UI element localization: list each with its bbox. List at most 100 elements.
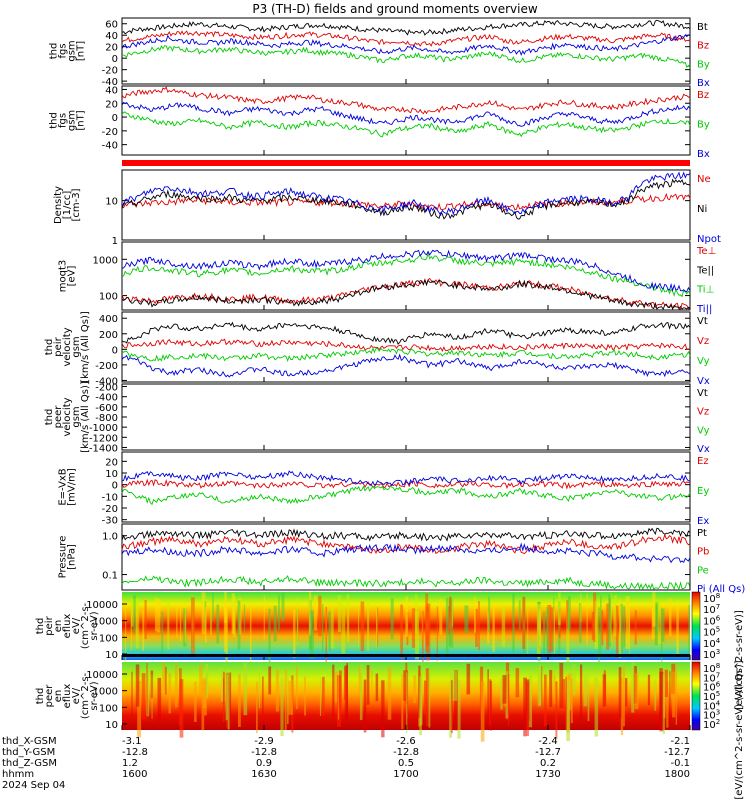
y-tick-label: 40 <box>105 85 118 96</box>
series-line-Ez <box>121 478 690 490</box>
spectrogram-streak <box>676 600 679 656</box>
spectrogram-streak <box>262 676 264 714</box>
legend-entry: By <box>697 120 710 131</box>
legend-entry: Bz <box>697 90 709 101</box>
spectrogram-streak <box>212 592 214 621</box>
spectrogram-streak <box>268 608 271 664</box>
spectrogram-streak <box>546 606 549 651</box>
y-tick-label: 10 <box>105 469 118 480</box>
x-annotation-value: 0.2 <box>540 758 556 769</box>
spectrogram-streak <box>562 678 566 709</box>
spectrogram-streak <box>424 680 427 715</box>
y-tick-label: 10 <box>105 650 118 661</box>
spectrogram-streak <box>631 662 635 713</box>
spectrogram-streak <box>553 611 555 656</box>
x-annotation-value: -2.9 <box>254 736 274 747</box>
x-axis-annotation: thd_X-GSM -3.1 -2.9 -2.6 -2.4 -2.1 thd_Y-GSM -1… <box>2 736 690 791</box>
spectrogram-streak <box>125 603 127 663</box>
spectrogram-streak <box>413 675 417 704</box>
spectrogram-streak <box>528 675 533 728</box>
series-line-Bz <box>121 30 691 47</box>
legend-entry: Vy <box>697 425 710 436</box>
y-tick-label: 20 <box>105 99 118 110</box>
spectrogram-streak <box>543 611 546 654</box>
colorbar-tick-label: 107 <box>703 603 720 616</box>
y-tick-label: 40 <box>105 31 118 42</box>
x-annotation-label: thd_X-GSM <box>2 736 57 747</box>
colorbar <box>691 591 701 661</box>
y-tick-label: 200 <box>99 330 118 341</box>
y-tick-label: 20 <box>105 457 118 468</box>
spectrogram-streak <box>249 606 252 663</box>
y-tick-label: -40 <box>102 141 118 152</box>
series-line-Ti⊥ <box>121 252 691 298</box>
spectrogram-streak <box>549 669 553 707</box>
y-axis-label: velocity <box>62 327 73 366</box>
spectrogram-streak <box>600 595 602 655</box>
spectrogram-streak <box>183 608 187 647</box>
spectrogram-streak <box>375 607 378 648</box>
spectrogram-streak <box>176 603 178 637</box>
y-axis-label: [km/s (All Qs)] <box>80 311 91 383</box>
y-axis-label: gsm <box>67 110 78 131</box>
y-tick-label: -1200 <box>89 433 118 444</box>
spectrogram-streak <box>619 603 623 654</box>
spectrogram-streak <box>557 592 561 625</box>
spectrogram-streak <box>295 665 298 709</box>
spectrogram-streak <box>659 668 663 729</box>
spectrogram-streak <box>184 602 186 643</box>
legend-entry: Vt <box>697 316 708 327</box>
y-tick-label: 100 <box>99 633 118 644</box>
legend-entry: Ex <box>697 516 709 527</box>
legend-entry: Pe <box>697 565 709 576</box>
colorbar-tick-label: 104 <box>703 637 721 650</box>
series-line-Pe <box>121 575 691 591</box>
spectrogram-streak <box>330 607 334 649</box>
colorbar <box>691 661 701 731</box>
colorbar-tick-label: 106 <box>703 681 721 694</box>
x-annotation-value: -0.1 <box>670 758 690 769</box>
spectrogram-streak <box>135 598 140 649</box>
spectrogram-streak <box>586 593 588 646</box>
series-line-Ex <box>121 470 691 487</box>
spectrogram-streak <box>615 605 619 658</box>
spectrogram-streak <box>135 664 140 707</box>
spectrogram-streak <box>205 607 207 643</box>
legend-entry: Vx <box>697 444 710 455</box>
y-tick-label: 10 <box>105 720 118 731</box>
y-axis-label: [eV] <box>67 266 78 287</box>
spectrogram-streak <box>593 592 597 642</box>
y-axis-label: thd <box>44 409 55 426</box>
y-axis-label: eflux <box>62 684 73 709</box>
spectrogram-streak <box>451 595 453 627</box>
y-axis-label: fgs <box>58 43 69 58</box>
spectrogram-streak <box>403 670 406 701</box>
spectrogram-streak <box>291 679 294 715</box>
legend-entry: Ez <box>697 456 709 467</box>
spectrogram-streak <box>346 662 349 720</box>
y-tick-label: 1000 <box>93 255 118 266</box>
spectrogram-streak <box>146 662 148 721</box>
y-axis-label: [nT] <box>76 110 87 130</box>
spectrogram-streak <box>203 677 207 709</box>
y-axis-label: eV/ <box>71 687 82 704</box>
spectrogram-streak <box>652 592 656 627</box>
spectrogram-streak <box>390 598 394 640</box>
legend-entry: Bt <box>697 22 708 33</box>
series-line-Pi <box>121 542 691 564</box>
spectrogram-streak <box>669 671 671 725</box>
spectrogram-streak <box>206 663 209 699</box>
series-line-Bz <box>121 86 691 115</box>
spectrogram-streak <box>194 681 197 722</box>
legend-entry: Bx <box>697 78 710 89</box>
spectrogram-streak <box>661 608 665 642</box>
series-line-Te|| <box>121 278 691 311</box>
spectrogram-streak <box>293 609 296 658</box>
legend-entry: Pb <box>697 547 709 558</box>
panel-pressure: 1.0 0.1 Pt Pb Pe Pi (All Qs) Pressure[nPa] <box>58 523 745 595</box>
y-axis-label: Pressure <box>58 536 69 579</box>
spectrogram-streak <box>579 602 582 643</box>
spectrogram-streak <box>133 595 136 633</box>
spectrogram-streak <box>547 604 552 654</box>
